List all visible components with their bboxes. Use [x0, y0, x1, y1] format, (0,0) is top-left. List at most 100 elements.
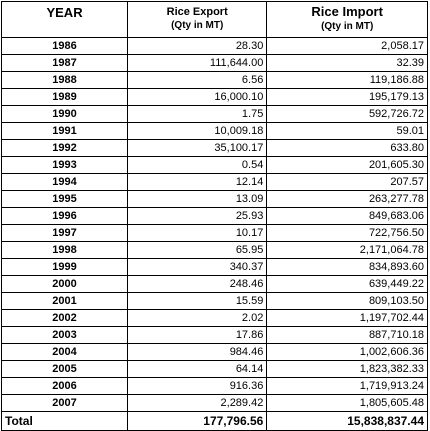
export-cell: 0.54 [127, 156, 268, 174]
year-cell: 2001 [0, 292, 129, 310]
import-cell: 263,277.78 [266, 190, 428, 208]
year-cell: 1990 [0, 105, 129, 123]
import-cell: 849,683.06 [266, 207, 428, 225]
import-cell: 1,719,913.24 [266, 377, 428, 395]
year-cell: 2007 [0, 394, 129, 412]
table-row: 1994 12.14 207.57 [0, 173, 428, 191]
export-cell: 1.75 [127, 105, 268, 123]
export-cell: 13.09 [127, 190, 268, 208]
table-row: 2003 17.86 887,710.18 [0, 326, 428, 344]
export-cell: 248.46 [127, 275, 268, 293]
import-cell: 887,710.18 [266, 326, 428, 344]
year-cell: 1998 [0, 241, 129, 259]
export-cell: 340.37 [127, 258, 268, 276]
export-cell: 10,009.18 [127, 122, 268, 140]
table-row: 1996 25.93 849,683.06 [0, 207, 428, 225]
import-cell: 32.39 [266, 54, 428, 72]
table-row: 1998 65.95 2,171,064.78 [0, 241, 428, 259]
year-cell: 1999 [0, 258, 129, 276]
table-row: 1990 1.75 592,726.72 [0, 105, 428, 123]
export-cell: 2.02 [127, 309, 268, 327]
header-rice-import: Rice Import (Qty in MT) [266, 1, 428, 38]
table-row: 1991 10,009.18 59.01 [0, 122, 428, 140]
header-row: YEAR Rice Export (Qty in MT) Rice Import… [0, 1, 428, 38]
total-import: 15,838,837.44 [266, 411, 428, 431]
import-cell: 1,805,605.48 [266, 394, 428, 412]
year-cell: 1994 [0, 173, 129, 191]
table-row: 1997 10.17 722,756.50 [0, 224, 428, 242]
export-cell: 12.14 [127, 173, 268, 191]
header-rice-export-unit: (Qty in MT) [171, 20, 224, 31]
table-row: 1992 35,100.17 633.80 [0, 139, 428, 157]
year-cell: 1992 [0, 139, 129, 157]
import-cell: 633.80 [266, 139, 428, 157]
import-cell: 722,756.50 [266, 224, 428, 242]
import-cell: 592,726.72 [266, 105, 428, 123]
import-cell: 809,103.50 [266, 292, 428, 310]
total-export: 177,796.56 [127, 411, 268, 431]
year-cell: 2000 [0, 275, 129, 293]
export-cell: 984.46 [127, 343, 268, 361]
year-cell: 1986 [0, 37, 129, 55]
import-cell: 59.01 [266, 122, 428, 140]
year-cell: 2003 [0, 326, 129, 344]
import-cell: 2,058.17 [266, 37, 428, 55]
import-cell: 1,197,702.44 [266, 309, 428, 327]
table-row: 1999 340.37 834,893.60 [0, 258, 428, 276]
table-body: 1986 28.30 2,058.17 1987 111,644.00 32.39 1988… [0, 37, 428, 412]
export-cell: 64.14 [127, 360, 268, 378]
header-year-label: YEAR [46, 5, 83, 20]
table-row: 1987 111,644.00 32.39 [0, 54, 428, 72]
import-cell: 201,605.30 [266, 156, 428, 174]
export-cell: 65.95 [127, 241, 268, 259]
import-cell: 1,823,382.33 [266, 360, 428, 378]
table-row: 2004 984.46 1,002,606.36 [0, 343, 428, 361]
year-cell: 1996 [0, 207, 129, 225]
export-cell: 15.59 [127, 292, 268, 310]
table-row: 1988 6.56 119,186.88 [0, 71, 428, 89]
export-cell: 28.30 [127, 37, 268, 55]
export-cell: 111,644.00 [127, 54, 268, 72]
table-row: 2002 2.02 1,197,702.44 [0, 309, 428, 327]
import-cell: 207.57 [266, 173, 428, 191]
header-rice-export: Rice Export (Qty in MT) [127, 1, 268, 38]
export-cell: 35,100.17 [127, 139, 268, 157]
header-year: YEAR [0, 1, 129, 38]
year-cell: 2006 [0, 377, 129, 395]
year-cell: 2002 [0, 309, 129, 327]
table-row: 2007 2,289.42 1,805,605.48 [0, 394, 428, 412]
export-cell: 10.17 [127, 224, 268, 242]
table-row: 2005 64.14 1,823,382.33 [0, 360, 428, 378]
export-cell: 2,289.42 [127, 394, 268, 412]
table-row: 2000 248.46 639,449.22 [0, 275, 428, 293]
export-cell: 6.56 [127, 71, 268, 89]
table-row: 1989 16,000.10 195,179.13 [0, 88, 428, 106]
header-rice-export-label: Rice Export [166, 6, 228, 18]
import-cell: 119,186.88 [266, 71, 428, 89]
export-cell: 16,000.10 [127, 88, 268, 106]
year-cell: 1987 [0, 54, 129, 72]
import-cell: 834,893.60 [266, 258, 428, 276]
table-row: 1993 0.54 201,605.30 [0, 156, 428, 174]
import-cell: 1,002,606.36 [266, 343, 428, 361]
header-rice-import-label: Rice Import [311, 4, 383, 19]
year-cell: 1995 [0, 190, 129, 208]
total-label: Total [0, 411, 129, 431]
year-cell: 2005 [0, 360, 129, 378]
export-cell: 17.86 [127, 326, 268, 344]
year-cell: 1997 [0, 224, 129, 242]
export-cell: 25.93 [127, 207, 268, 225]
import-cell: 2,171,064.78 [266, 241, 428, 259]
table-row: 1995 13.09 263,277.78 [0, 190, 428, 208]
import-cell: 195,179.13 [266, 88, 428, 106]
year-cell: 1991 [0, 122, 129, 140]
table-row: 2006 916.36 1,719,913.24 [0, 377, 428, 395]
export-cell: 916.36 [127, 377, 268, 395]
year-cell: 1989 [0, 88, 129, 106]
year-cell: 1993 [0, 156, 129, 174]
year-cell: 1988 [0, 71, 129, 89]
year-cell: 2004 [0, 343, 129, 361]
header-rice-import-unit: (Qty in MT) [321, 21, 374, 32]
